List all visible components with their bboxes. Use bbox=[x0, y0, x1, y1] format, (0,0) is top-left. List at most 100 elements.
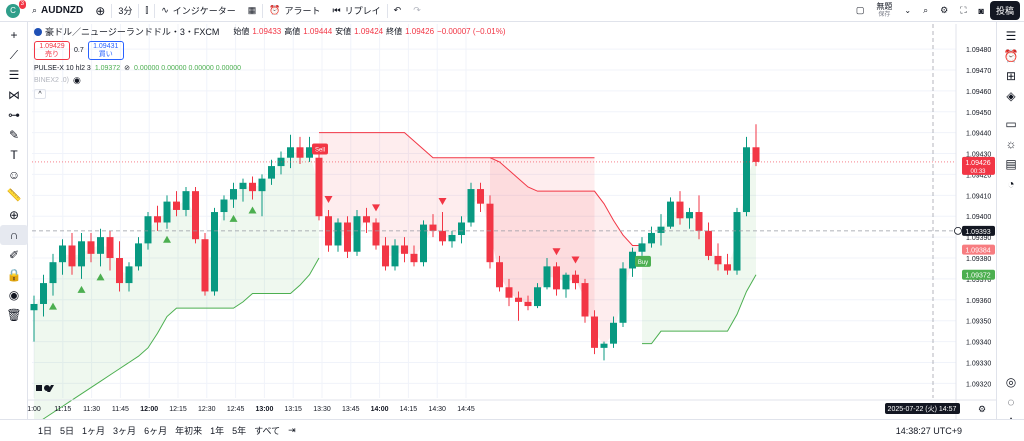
range-button-0[interactable]: 1日 bbox=[38, 426, 53, 436]
right-sidebar: ☰ ⏰ ⊞ ◈ ▭ ☼ ▤ ◔ ◎ ◌ ⁘ bbox=[996, 22, 1024, 431]
pattern-icon[interactable]: ⋈ bbox=[8, 88, 20, 102]
indicator2-name[interactable]: BINEX2 .0) bbox=[34, 77, 70, 84]
divider bbox=[262, 3, 264, 18]
candle-body bbox=[401, 245, 408, 254]
brush-icon[interactable]: ✎ bbox=[8, 128, 20, 142]
settings-button[interactable]: ⚙ bbox=[934, 0, 954, 22]
camera-icon: ◙ bbox=[978, 5, 984, 16]
chat-icon[interactable]: ▭ bbox=[1005, 117, 1017, 131]
symbol-search[interactable]: ⌕ AUDNZD bbox=[26, 0, 89, 22]
tradingview-logo-icon bbox=[47, 385, 54, 392]
drawing-toolbar: + ⟋ ☰ ⋈ ⊶ ✎ T ☺ 📏 ⊕ ∩ ✐ 🔒 ◉ 🗑 bbox=[0, 22, 28, 419]
buy-signal-triangle bbox=[248, 206, 257, 214]
square-icon: ▢ bbox=[855, 5, 865, 15]
gear-icon: ⚙ bbox=[940, 5, 949, 15]
ideas-icon[interactable]: ☼ bbox=[1005, 137, 1017, 151]
range-button-2[interactable]: 1ヶ月 bbox=[82, 426, 106, 436]
data-window-icon[interactable]: ⊞ bbox=[1005, 69, 1017, 83]
redo-button[interactable]: ↷ bbox=[407, 0, 427, 22]
candle-body bbox=[695, 212, 703, 231]
notifications-icon[interactable]: ◔ bbox=[1007, 177, 1015, 191]
range-button-8[interactable]: すべて bbox=[254, 426, 281, 436]
y-tick-label: 1.09350 bbox=[966, 319, 991, 326]
y-tick-label: 1.09400 bbox=[966, 214, 991, 221]
layout-name[interactable]: 無題 保存 bbox=[870, 0, 898, 22]
candle-body bbox=[363, 216, 370, 223]
collapse-legend-button[interactable]: ^ bbox=[34, 89, 46, 99]
help-icon[interactable]: ◎ bbox=[1005, 375, 1017, 389]
alert-label: アラート bbox=[284, 6, 321, 16]
trash-icon[interactable]: 🗑 bbox=[6, 308, 22, 322]
replay-icon: ⏮ bbox=[332, 5, 341, 15]
indicator-name[interactable]: PULSE-X 10 hl2 3 bbox=[34, 64, 91, 72]
fib-icon[interactable]: ☰ bbox=[8, 68, 20, 82]
alert-button[interactable]: ⏰ アラート bbox=[263, 0, 326, 22]
magnet-icon[interactable]: ∩ bbox=[0, 225, 28, 245]
candle-body bbox=[752, 147, 760, 162]
post-button[interactable]: 投稿 bbox=[989, 1, 1020, 20]
watchlist-icon[interactable]: ☰ bbox=[1005, 29, 1017, 43]
indicators-button[interactable]: ∿ インジケーター bbox=[155, 0, 242, 22]
crosshair-icon[interactable]: + bbox=[10, 28, 18, 42]
compare-button[interactable]: ⊕ bbox=[89, 0, 111, 22]
fullscreen-button[interactable]: ⛶ bbox=[954, 0, 972, 22]
signal-icon[interactable]: ◌ bbox=[1007, 395, 1015, 409]
y-tick-label: 1.09450 bbox=[966, 110, 991, 117]
emoji-icon[interactable]: ☺ bbox=[7, 168, 21, 182]
notification-badge: 3 bbox=[18, 0, 26, 9]
range-button-1[interactable]: 5日 bbox=[60, 426, 75, 436]
replay-button[interactable]: ⏮ リプレイ bbox=[327, 0, 387, 22]
candle-body bbox=[534, 287, 541, 307]
candle-body bbox=[505, 287, 513, 298]
range-button-3[interactable]: 3ヶ月 bbox=[113, 426, 137, 436]
hidden-icon[interactable]: ⊘ bbox=[124, 65, 130, 72]
interval-button[interactable]: 3分 bbox=[118, 6, 133, 16]
calendar-icon[interactable]: ▤ bbox=[1005, 157, 1017, 171]
candle-body bbox=[315, 157, 323, 217]
lock-pencil-icon[interactable]: ✐ bbox=[8, 248, 20, 262]
zoom-in-icon[interactable]: ⊕ bbox=[8, 208, 20, 222]
candle-body bbox=[676, 201, 684, 219]
indicators-label: インジケーター bbox=[172, 6, 236, 16]
range-button-6[interactable]: 1年 bbox=[210, 426, 225, 436]
y-tick-label: 1.09440 bbox=[966, 131, 991, 138]
candle-body bbox=[87, 241, 95, 254]
chart-type-button[interactable]: ⫿ bbox=[139, 0, 154, 22]
x-tick-label: 13:15 bbox=[284, 406, 302, 413]
sell-button[interactable]: 1.09429 売り bbox=[34, 41, 70, 60]
candle-body bbox=[619, 268, 627, 323]
quick-search-button[interactable]: ⌕ bbox=[917, 0, 934, 22]
layout-menu-button[interactable]: ⌄ bbox=[898, 0, 917, 22]
indicator-line-3 bbox=[642, 274, 757, 345]
open-label: 始値 bbox=[233, 27, 250, 36]
lock-icon[interactable]: 🔒 bbox=[6, 268, 22, 282]
trendline-icon[interactable]: ⟋ bbox=[9, 47, 19, 62]
ruler-icon[interactable]: 📏 bbox=[6, 188, 22, 202]
alarm-clock-icon[interactable]: ⏰ bbox=[1003, 49, 1019, 63]
layers-icon[interactable]: ◈ bbox=[1006, 89, 1016, 103]
buy-button[interactable]: 1.09431 買い bbox=[87, 41, 124, 60]
range-button-5[interactable]: 年初来 bbox=[175, 426, 203, 436]
layouts-button[interactable]: ▦ bbox=[242, 0, 263, 22]
range-button-4[interactable]: 6ヶ月 bbox=[144, 426, 168, 436]
x-tick-label: 12:45 bbox=[227, 406, 245, 413]
range-button-7[interactable]: 5年 bbox=[232, 426, 247, 436]
forecast-icon[interactable]: ⊶ bbox=[8, 108, 20, 122]
eye-icon[interactable]: ◉ bbox=[8, 288, 20, 302]
candles-icon: ⫿ bbox=[145, 5, 149, 15]
snapshot-button[interactable]: ◙ bbox=[973, 0, 990, 22]
buy-signal-triangle bbox=[77, 285, 86, 293]
eye-icon[interactable]: ◉ bbox=[73, 75, 81, 85]
undo-button[interactable]: ↶ bbox=[388, 0, 408, 22]
candle-body bbox=[591, 316, 598, 348]
candle-body bbox=[553, 266, 560, 290]
redo-icon: ↷ bbox=[413, 5, 421, 15]
x-tick-label: 14:15 bbox=[400, 406, 418, 413]
x-tick-label: 14:00 bbox=[371, 406, 389, 413]
layout-select-button[interactable]: ▢ bbox=[850, 0, 871, 22]
x-tick-label: 12:15 bbox=[169, 406, 187, 413]
goto-date-button[interactable]: ⇥ bbox=[284, 425, 300, 436]
text-icon[interactable]: T bbox=[10, 148, 18, 162]
